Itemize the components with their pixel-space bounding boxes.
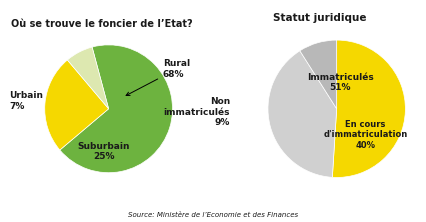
Text: Non
immatriculés
9%: Non immatriculés 9% [164,97,230,127]
Title: Où se trouve le foncier de l’Etat?: Où se trouve le foncier de l’Etat? [12,19,193,29]
Text: Immatriculés
51%: Immatriculés 51% [307,73,374,92]
Wedge shape [60,45,173,173]
Text: En cours
d'immatriculation
40%: En cours d'immatriculation 40% [323,120,408,150]
Text: Rural
68%: Rural 68% [126,59,190,95]
Text: Suburbain
25%: Suburbain 25% [77,142,130,161]
Wedge shape [300,40,337,109]
Text: Source: Ministère de l’Economie et des Finances: Source: Ministère de l’Economie et des F… [128,212,298,218]
Text: Urbain
7%: Urbain 7% [9,91,43,111]
Title: Statut juridique: Statut juridique [273,13,366,23]
Wedge shape [332,40,406,178]
Wedge shape [45,60,109,150]
Wedge shape [67,47,109,109]
Wedge shape [268,51,337,177]
